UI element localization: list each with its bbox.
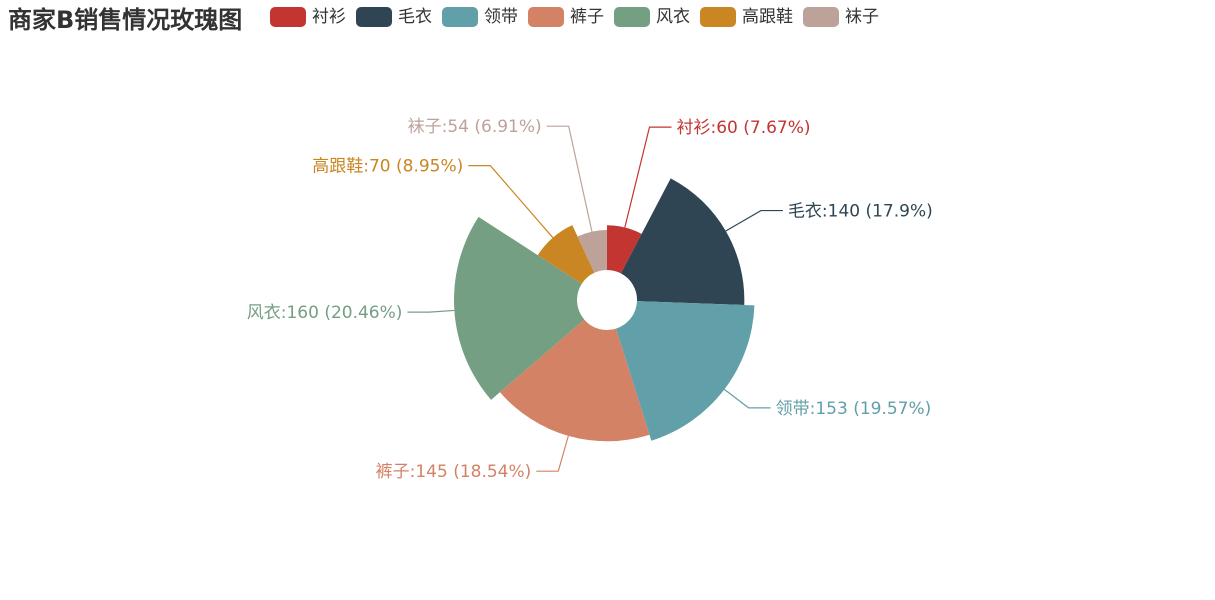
legend-item[interactable]: 风衣 xyxy=(614,7,690,27)
chart-title: 商家B销售情况玫瑰图 xyxy=(8,6,243,34)
legend-label: 风衣 xyxy=(656,7,690,27)
slice-label: 领带:153 (19.57%) xyxy=(776,399,932,419)
label-leader-line xyxy=(725,209,783,232)
rose-slice[interactable] xyxy=(616,301,755,441)
rose-slice[interactable] xyxy=(454,216,585,400)
legend-label: 衬衫 xyxy=(312,7,346,27)
legend-label: 毛衣 xyxy=(398,7,432,27)
legend-item[interactable]: 毛衣 xyxy=(356,7,432,27)
rose-slice[interactable] xyxy=(620,178,745,305)
legend-item[interactable]: 衬衫 xyxy=(270,7,346,27)
legend-label: 袜子 xyxy=(845,7,879,27)
legend-label: 裤子 xyxy=(570,7,604,27)
slice-label: 袜子:54 (6.91%) xyxy=(408,117,542,137)
rose-slice[interactable] xyxy=(607,225,642,274)
rose-slice[interactable] xyxy=(577,230,607,273)
label-leader-line xyxy=(536,435,569,472)
label-leader-line xyxy=(468,165,554,239)
legend-item[interactable]: 高跟鞋 xyxy=(700,7,793,27)
slice-label: 高跟鞋:70 (8.95%) xyxy=(312,157,463,177)
legend-item[interactable]: 裤子 xyxy=(528,7,604,27)
legend-swatch xyxy=(700,7,736,27)
legend-swatch xyxy=(356,7,392,27)
legend-swatch xyxy=(614,7,650,27)
label-leader-line xyxy=(407,309,455,313)
label-leader-line xyxy=(624,126,672,228)
legend-item[interactable]: 袜子 xyxy=(803,7,879,27)
legend-swatch xyxy=(528,7,564,27)
slice-label: 毛衣:140 (17.9%) xyxy=(788,202,933,222)
legend-item[interactable]: 领带 xyxy=(442,7,518,27)
legend-label: 高跟鞋 xyxy=(742,7,793,27)
legend-label: 领带 xyxy=(484,7,518,27)
legend-swatch xyxy=(803,7,839,27)
rose-slice[interactable] xyxy=(537,225,595,284)
label-leader-line xyxy=(724,388,771,409)
slice-label: 衬衫:60 (7.67%) xyxy=(676,118,810,138)
slice-label: 裤子:145 (18.54%) xyxy=(376,462,532,482)
slice-label: 风衣:160 (20.46%) xyxy=(247,303,403,323)
label-leader-line xyxy=(546,125,593,232)
legend-swatch xyxy=(270,7,306,27)
chart-legend: 衬衫 毛衣 领带 裤子 风衣 高跟鞋 袜子 xyxy=(270,6,889,28)
rose-slice[interactable] xyxy=(499,319,650,442)
legend-swatch xyxy=(442,7,478,27)
